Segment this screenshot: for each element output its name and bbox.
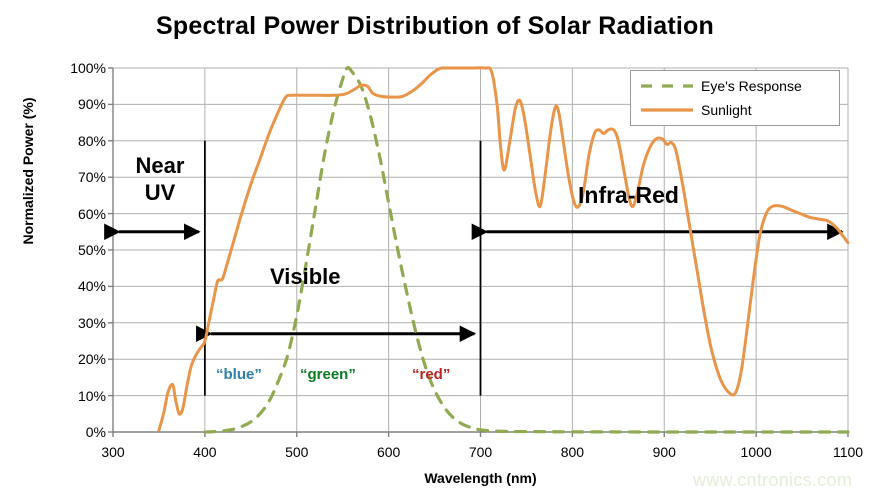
x-tick-label: 900 [652,444,676,460]
y-tick-label: 40% [77,278,106,295]
x-tick-label: 800 [560,444,585,460]
annotation-visible: Visible [270,264,341,289]
x-tick-label: 700 [468,444,493,460]
series-line-sunlight [157,66,850,432]
x-tick-label: 300 [101,444,125,460]
band-label-green: “green” [300,366,356,383]
y-tick-label: 100% [70,60,106,76]
watermark: www.cntronics.com [693,470,853,490]
annotation-near-uv: Near UV [117,152,203,206]
chart-title: Spectral Power Distribution of Solar Rad… [156,12,714,40]
y-tick-label: 80% [77,132,106,149]
legend-item-eyes-response[interactable]: Eye's Response [639,74,802,98]
y-tick-label: 70% [77,169,106,186]
annotation-infra-red: Infra-Red [578,182,679,208]
legend-item-sunlight[interactable]: Sunlight [639,98,752,122]
y-tick-label: 60% [77,205,106,222]
legend-label-eyes-response: Eye's Response [701,78,802,94]
y-tick-label: 0% [85,424,106,440]
annotation-near-uv-line2: UV [144,180,176,205]
x-tick-label: 500 [285,444,309,460]
y-tick-label: 10% [77,387,106,404]
x-tick-label: 1000 [740,444,772,460]
y-tick-label: 50% [77,242,106,258]
x-tick-label: 400 [193,444,217,460]
annotation-near-uv-line1: Near [135,153,185,178]
y-axis-ticks: 0% 10% 20% 30% 40% 50% 60% 70% 80% 90% 100% [0,0,106,498]
legend-swatch-dashed-icon [639,79,695,93]
y-tick-label: 30% [77,314,106,331]
band-label-red: “red” [412,366,451,383]
x-tick-label: 1100 [832,444,864,460]
y-tick-label: 20% [77,351,106,368]
legend: Eye's Response Sunlight [630,70,840,126]
legend-swatch-solid-icon [639,103,695,117]
series-line-eye-s-response [203,66,850,434]
x-axis-label: Wavelength (nm) [424,470,537,486]
legend-label-sunlight: Sunlight [701,102,752,118]
band-label-blue: “blue” [216,366,262,383]
y-tick-label: 90% [77,96,106,113]
x-tick-label: 600 [376,444,401,460]
